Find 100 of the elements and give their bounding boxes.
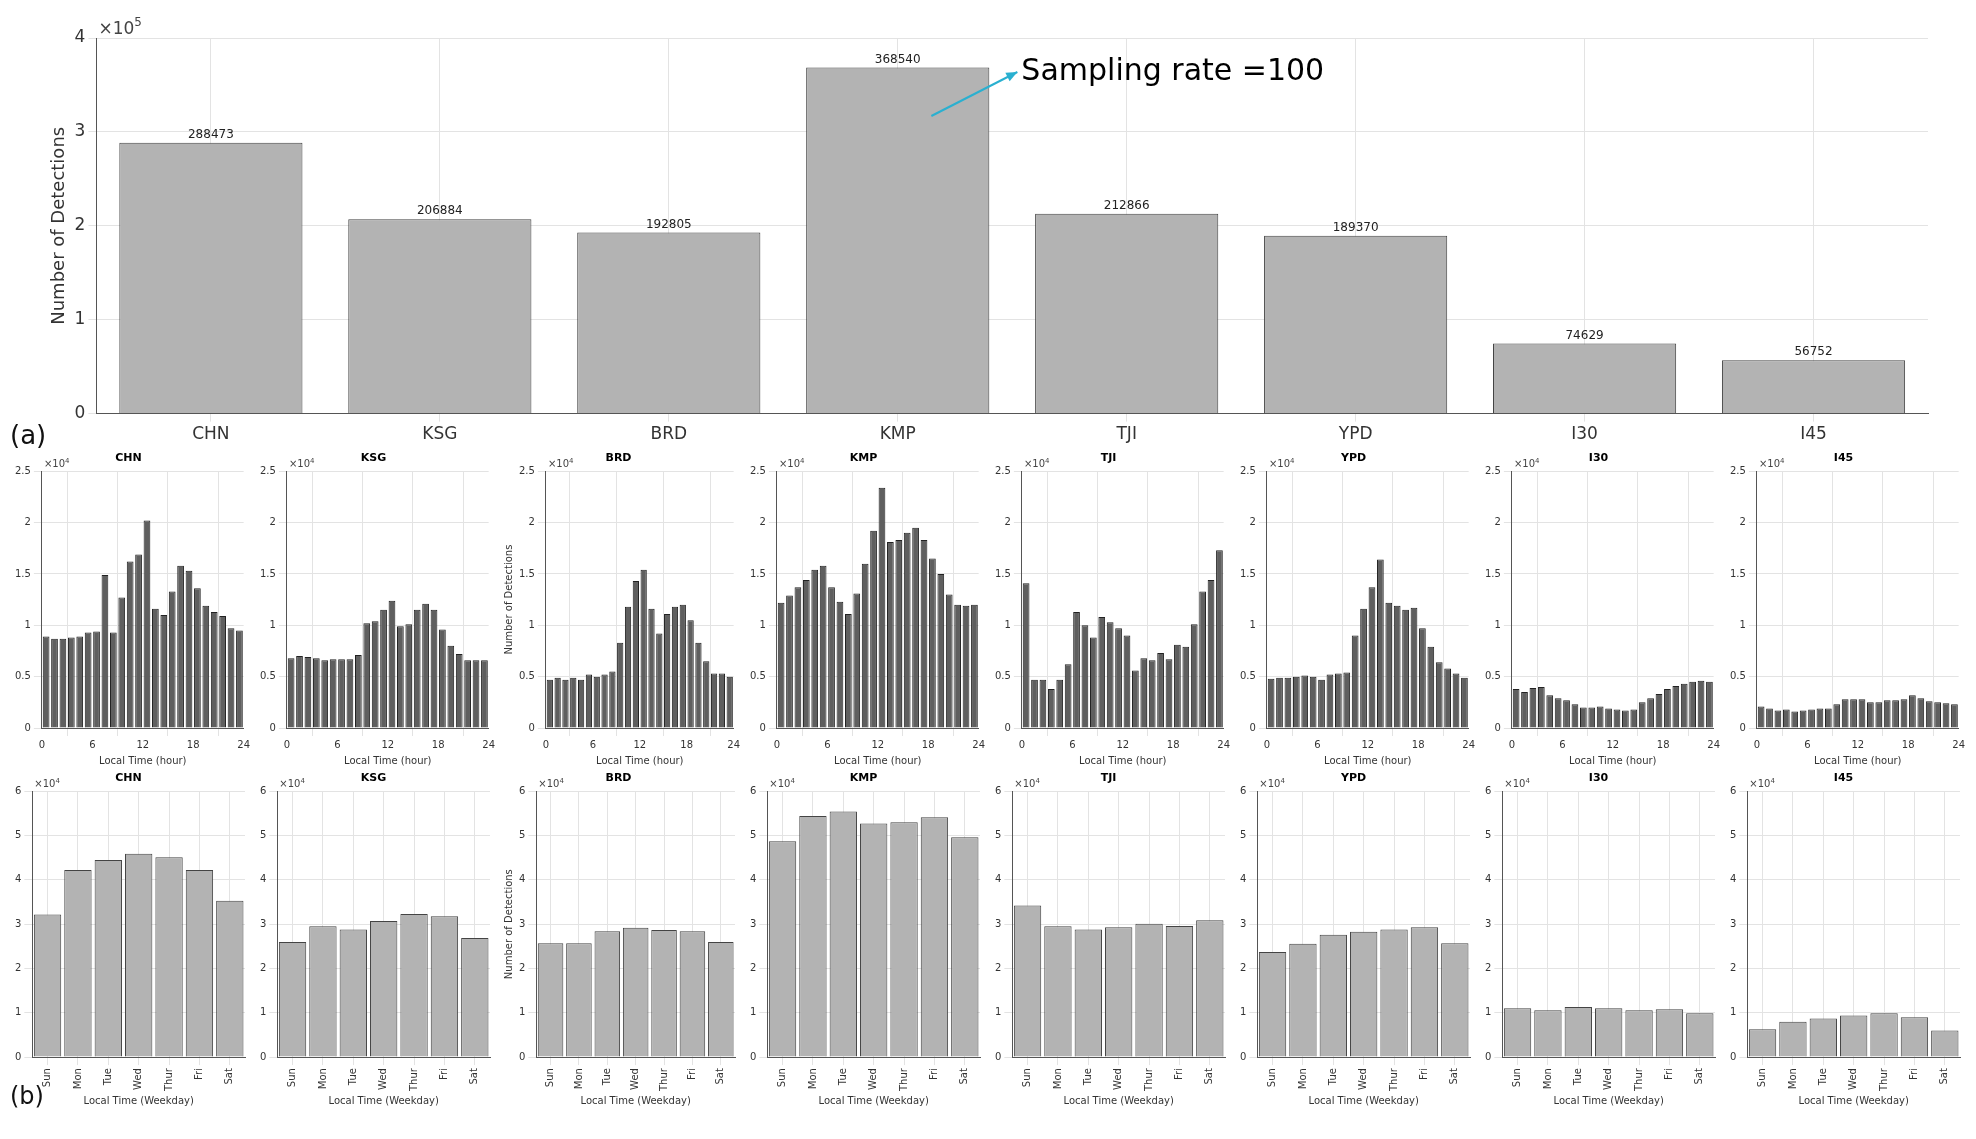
x-tick-label: 24 [727, 738, 740, 750]
x-tick-label: Mon [71, 1068, 83, 1090]
x-tick-label: 6 [89, 738, 96, 750]
y-tick-label: 4 [1239, 873, 1247, 885]
y-tick-label: 4 [1484, 873, 1492, 885]
annotation: 206884 [416, 203, 463, 218]
annotation: 74629 [1565, 327, 1604, 342]
annotation: 56752 [1794, 344, 1833, 359]
x-tick-label: 12 [381, 738, 395, 750]
y-tick-label: 0 [1484, 1050, 1492, 1062]
y-tick-label: 2.5 [519, 464, 535, 476]
y-tick-label: 1 [749, 1006, 757, 1018]
x-tick-label: 18 [1411, 738, 1425, 750]
y-tick-label: 3 [1729, 917, 1737, 929]
x-tick-label: Sun [1756, 1068, 1768, 1088]
y-tick-label: 1 [994, 1006, 1002, 1018]
x-tick-label: Sat [958, 1068, 970, 1085]
x-tick-label: Thur [1142, 1067, 1154, 1093]
x-tick-label: 0 [1753, 738, 1761, 750]
x-axis-title: Local Time (hour) [1814, 754, 1902, 766]
x-tick-label: 24 [237, 738, 250, 750]
x-tick-label: CHN [192, 423, 230, 444]
x-tick-label: Mon [1541, 1068, 1553, 1090]
chart-title: CHN [115, 451, 142, 465]
y-tick-label: 2.5 [1730, 464, 1746, 476]
x-axis-title: Local Time (Weekday) [328, 1094, 439, 1106]
y-tick-label: 2 [259, 962, 267, 974]
y-tick-label: 3 [14, 917, 22, 929]
y-tick-label: 2.5 [15, 464, 31, 476]
y-tick-label: 1.5 [1240, 567, 1256, 579]
y-tick-label: 4 [259, 873, 267, 885]
y-tick-label: 0 [14, 1050, 22, 1062]
annotation: 368540 [874, 51, 921, 66]
x-tick-label: Thur [657, 1067, 669, 1093]
x-tick-label: 18 [921, 738, 935, 750]
x-tick-label: Mon [806, 1068, 818, 1090]
x-tick-label: 24 [1707, 738, 1720, 750]
x-tick-label: 6 [1804, 738, 1811, 750]
x-tick-label: Tue [600, 1068, 612, 1087]
x-tick-label: 6 [1559, 738, 1566, 750]
x-axis-title: Local Time (hour) [596, 754, 684, 766]
x-tick-label: 12 [136, 738, 150, 750]
y-tick-label: 3 [518, 917, 526, 929]
y-tick-label: 4 [14, 873, 22, 885]
x-tick-label: 12 [1851, 738, 1865, 750]
x-tick-label: 18 [1901, 738, 1915, 750]
y-tick-label: 1.5 [1485, 567, 1501, 579]
x-tick-label: Sat [468, 1068, 480, 1085]
x-tick-label: 18 [1656, 738, 1670, 750]
y-tick-label: 1.5 [995, 567, 1011, 579]
x-axis-title: Local Time (hour) [99, 754, 187, 766]
y-axis-title: Number of Detections [502, 869, 514, 980]
x-axis-title: Local Time (Weekday) [580, 1094, 691, 1106]
y-tick-label: 2.5 [1485, 464, 1501, 476]
x-axis-title: Local Time (Weekday) [1798, 1094, 1909, 1106]
y-tick-label: 2.5 [995, 464, 1011, 476]
y-tick-label: 1 [1729, 1006, 1737, 1018]
x-tick-label: KSG [422, 423, 458, 444]
x-tick-label: Tue [1326, 1068, 1338, 1087]
y-tick-label: 2 [749, 962, 757, 974]
y-tick-label: 2 [994, 962, 1002, 974]
x-tick-label: 18 [680, 738, 694, 750]
x-axis-title: Local Time (Weekday) [1553, 1094, 1664, 1106]
x-tick-label: Sat [1693, 1068, 1705, 1085]
x-tick-label: 18 [186, 738, 200, 750]
x-tick-label: Sat [1448, 1068, 1460, 1085]
y-tick-label: 3 [1484, 917, 1492, 929]
y-tick-label: 0 [1729, 1050, 1737, 1062]
y-tick-label: 0 [749, 1050, 757, 1062]
x-tick-label: Wed [1847, 1068, 1859, 1090]
y-tick-label: 0 [74, 402, 86, 423]
y-tick-label: 2.5 [260, 464, 276, 476]
y-tick-label: 0 [1494, 721, 1501, 733]
y-tick-label: 5 [1729, 829, 1737, 841]
y-tick-label: 5 [259, 829, 267, 841]
y-axis-title: Number of Detections [47, 126, 69, 325]
text: (a) [10, 420, 47, 450]
chart-title: I45 [1833, 451, 1854, 465]
x-tick-label: 0 [773, 738, 781, 750]
y-tick-label: 4 [518, 873, 526, 885]
x-tick-label: Sun [1021, 1068, 1033, 1088]
x-tick-label: BRD [650, 423, 688, 444]
x-tick-label: Thur [1387, 1067, 1399, 1093]
x-tick-label: Sun [1266, 1068, 1278, 1088]
x-tick-label: Wed [867, 1068, 879, 1090]
y-tick-label: 1 [259, 1006, 267, 1018]
y-tick-label: 4 [994, 873, 1002, 885]
x-tick-label: Thur [1877, 1067, 1889, 1093]
y-tick-label: 2 [269, 516, 276, 528]
x-axis-title: Local Time (hour) [1324, 754, 1412, 766]
y-tick-label: 0.5 [15, 670, 31, 682]
y-tick-label: 0 [759, 721, 766, 733]
y-tick-label: 5 [1484, 829, 1492, 841]
chart-title: I30 [1588, 771, 1609, 785]
x-tick-label: 18 [1166, 738, 1180, 750]
x-tick-label: 12 [1606, 738, 1620, 750]
x-tick-label: Fri [1908, 1068, 1920, 1081]
y-tick-label: 0 [994, 1050, 1002, 1062]
x-tick-label: 6 [589, 738, 597, 750]
y-tick-label: 3 [994, 917, 1002, 929]
